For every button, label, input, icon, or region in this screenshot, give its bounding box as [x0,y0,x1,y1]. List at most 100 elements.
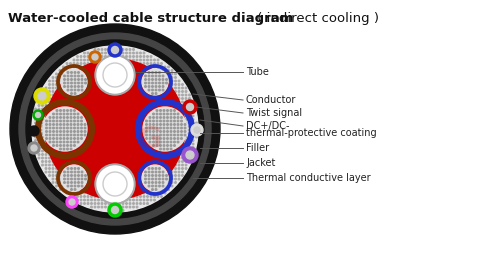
Circle shape [133,84,134,85]
Circle shape [133,59,134,61]
Circle shape [143,203,145,204]
Circle shape [108,52,110,54]
Circle shape [133,196,134,197]
Circle shape [133,56,134,57]
Circle shape [170,138,172,139]
Circle shape [35,108,36,110]
Circle shape [77,129,78,131]
Circle shape [84,105,85,106]
Circle shape [115,112,117,113]
Circle shape [185,105,187,106]
Circle shape [49,133,50,134]
Circle shape [105,119,106,120]
Circle shape [45,133,47,134]
Circle shape [145,75,146,77]
Circle shape [136,206,138,208]
Circle shape [73,108,75,110]
Circle shape [182,175,183,176]
Circle shape [73,126,75,127]
Circle shape [154,59,155,61]
Circle shape [87,77,89,78]
Circle shape [143,98,145,99]
Circle shape [80,87,82,89]
Circle shape [159,185,160,187]
Circle shape [181,131,183,132]
Circle shape [171,147,173,148]
Circle shape [38,119,40,120]
Circle shape [105,140,106,141]
Circle shape [182,112,183,113]
Circle shape [161,70,163,71]
Circle shape [189,147,190,148]
Circle shape [154,154,155,155]
Circle shape [168,157,169,159]
Circle shape [115,56,117,57]
Circle shape [45,150,47,152]
Circle shape [150,122,152,124]
Circle shape [77,70,78,71]
Circle shape [59,189,61,190]
Circle shape [147,91,148,92]
Circle shape [49,117,51,118]
Circle shape [80,168,82,169]
Circle shape [67,141,68,143]
Circle shape [98,98,99,99]
Circle shape [56,112,57,113]
Circle shape [56,136,57,138]
Circle shape [66,178,68,180]
Circle shape [62,70,64,71]
Circle shape [91,119,92,120]
Circle shape [140,192,142,194]
Circle shape [91,196,92,197]
Circle shape [122,157,124,159]
Circle shape [150,119,152,120]
Circle shape [53,113,54,115]
Circle shape [38,154,40,155]
Circle shape [192,126,194,127]
Circle shape [136,52,138,54]
Circle shape [77,94,78,96]
Circle shape [84,84,85,85]
Circle shape [119,101,121,103]
Circle shape [122,91,124,92]
Circle shape [171,108,173,110]
Circle shape [133,157,134,159]
Circle shape [154,91,155,92]
Circle shape [94,108,96,110]
Circle shape [157,161,159,162]
Circle shape [149,127,151,129]
Circle shape [150,171,152,173]
Circle shape [59,178,61,180]
Circle shape [62,115,64,117]
Circle shape [143,189,145,190]
Circle shape [70,80,71,82]
Circle shape [177,113,179,115]
Circle shape [115,115,117,117]
Circle shape [185,108,187,110]
Circle shape [56,150,57,152]
Circle shape [91,91,92,92]
Circle shape [154,105,155,106]
Circle shape [70,171,71,173]
Circle shape [41,136,43,138]
Circle shape [119,84,121,85]
Circle shape [94,199,96,201]
Circle shape [53,145,54,146]
Circle shape [71,175,72,176]
Circle shape [163,131,165,132]
Circle shape [49,171,50,173]
Circle shape [119,147,121,148]
Circle shape [147,66,148,68]
Circle shape [177,141,179,143]
Circle shape [91,136,92,138]
Circle shape [136,94,138,96]
Circle shape [161,66,163,68]
Circle shape [70,134,72,136]
Circle shape [178,98,180,99]
Circle shape [62,122,64,124]
Circle shape [126,140,127,141]
Circle shape [62,182,64,183]
Circle shape [62,87,64,89]
Circle shape [175,154,176,155]
Circle shape [155,175,157,176]
